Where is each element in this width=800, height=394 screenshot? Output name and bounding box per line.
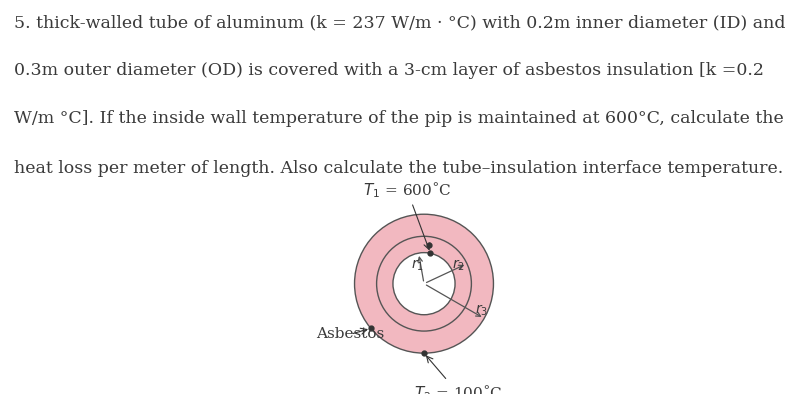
Text: Asbestos: Asbestos <box>316 327 384 341</box>
Text: 0.3m outer diameter (OD) is covered with a 3-cm layer of asbestos insulation [k : 0.3m outer diameter (OD) is covered with… <box>14 62 765 79</box>
Text: $r_2$: $r_2$ <box>452 258 465 273</box>
Text: $T_1$ = 600˚C: $T_1$ = 600˚C <box>362 180 451 249</box>
Circle shape <box>393 253 455 315</box>
Text: $T_2$ = 100˚C: $T_2$ = 100˚C <box>414 356 502 394</box>
Circle shape <box>377 236 471 331</box>
Text: heat loss per meter of length. Also calculate the tube–insulation interface temp: heat loss per meter of length. Also calc… <box>14 160 784 177</box>
Text: $r_3$: $r_3$ <box>474 302 488 318</box>
Text: $r_1$: $r_1$ <box>411 258 424 273</box>
Circle shape <box>354 214 494 353</box>
Text: 5. thick-walled tube of aluminum (k = 237 W/m · °C) with 0.2m inner diameter (ID: 5. thick-walled tube of aluminum (k = 23… <box>14 14 786 31</box>
Text: W/m °C]. If the inside wall temperature of the pip is maintained at 600°C, calcu: W/m °C]. If the inside wall temperature … <box>14 110 784 127</box>
